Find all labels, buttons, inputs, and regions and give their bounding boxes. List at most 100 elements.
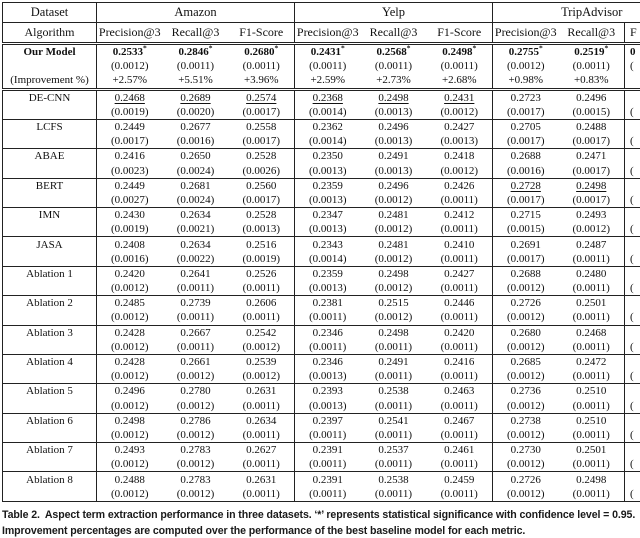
row-label: BERT — [35, 179, 64, 192]
row-label-cell: Ablation 2 — [2, 295, 97, 311]
row-label-cell — [2, 104, 97, 120]
metric-value: 0.2736 — [510, 385, 541, 398]
metric-cell: (0.0012) — [427, 105, 493, 120]
metric-cell: (0.0017) — [559, 193, 625, 208]
metric-cell: 0.2408 — [96, 236, 163, 252]
metric-cell: 0.2501 — [558, 442, 625, 458]
metric-cell: 0.2738 — [492, 412, 559, 428]
metric-cell: 0.2728 — [492, 177, 559, 193]
row-label-cell: Ablation 3 — [2, 324, 97, 340]
metric-value: (0.0012) — [242, 370, 281, 383]
metric-value: (0.0023) — [110, 164, 149, 177]
table-row: Ablation 1 0.2420 0.2641 0.2526 0.2359 0.2498… — [2, 265, 640, 281]
significance-star: * — [604, 43, 609, 53]
metric-cell: (0.0011) — [229, 399, 295, 414]
metric-value: 0.2606 — [246, 297, 277, 310]
metric-value: (0.0011) — [309, 458, 347, 471]
metric-value: 0.2501 — [576, 444, 607, 457]
metric-value: 0.2498 — [378, 326, 409, 339]
metric-value: (0.0017) — [110, 135, 149, 148]
metric-value: 0.2481 — [378, 238, 409, 251]
metric-value: 0.2730 — [510, 444, 541, 457]
significance-star: * — [406, 43, 411, 53]
dataset-header-yelp: Yelp — [294, 2, 493, 23]
metric-cell — [623, 265, 640, 281]
metric-value: 0.2681 — [180, 179, 211, 192]
metric-value: (0.0012) — [110, 60, 149, 73]
metric-cell: (0.0011) — [163, 340, 229, 355]
row-label-cell — [2, 339, 97, 355]
metric-value: (0.0019) — [242, 252, 281, 265]
metric-cell: 0.2420 — [96, 265, 163, 281]
metric-value: 0.2528 — [246, 150, 277, 163]
significance-star: * — [274, 43, 279, 53]
metric-cell: 0.2391 — [294, 471, 361, 487]
metric-value: 0.2627 — [246, 444, 277, 457]
metric-value: ( — [630, 105, 634, 118]
metric-value: 0.2634 — [180, 209, 211, 222]
metric-value: 0.2391 — [312, 444, 343, 457]
metric-cell: (0.0011) — [559, 428, 625, 443]
metric-cell: 0.2496 — [558, 87, 625, 105]
metric-cell: 0.2496 — [360, 118, 427, 135]
metric-cell: 0.2726 — [492, 295, 559, 311]
metric-value: ( — [630, 135, 634, 148]
metric-cell: 0.2650 — [162, 148, 229, 164]
metric-value: (0.0026) — [242, 164, 281, 177]
metric-cell: (0.0020) — [163, 105, 229, 120]
metric-cell: (0.0011) — [229, 428, 295, 443]
table-caption: Table 2. Aspect term extraction performan… — [2, 507, 638, 538]
metric-cell: 0.2459 — [426, 471, 493, 487]
metric-value: (0.0011) — [374, 340, 413, 353]
metric-cell: 0.2350 — [294, 148, 361, 164]
metric-value: 0.2420 — [444, 326, 475, 339]
metric-cell: (0.0012) — [229, 369, 295, 384]
metric-value: (0.0011) — [440, 487, 478, 500]
metric-cell: (0.0014) — [294, 251, 361, 267]
corner-algorithm-label: Algorithm — [2, 22, 97, 45]
metric-cell: ( — [623, 163, 640, 179]
metric-value: ( — [630, 193, 634, 206]
metric-cell: 0.2488 — [558, 118, 625, 135]
metric-cell: 0.2510 — [558, 383, 625, 399]
row-label: Ablation 6 — [26, 414, 73, 427]
metric-cell: (0.0015) — [492, 222, 559, 237]
metric-value: (0.0011) — [374, 458, 413, 471]
metric-value: (0.0011) — [242, 399, 280, 412]
row-label-cell — [2, 369, 97, 384]
metric-cell — [623, 353, 640, 370]
metric-value: (0.0012) — [506, 282, 545, 295]
metric-value: (0.0011) — [176, 311, 215, 324]
row-label-cell — [2, 251, 97, 267]
metric-cell: (0.0013) — [229, 222, 295, 237]
metric-cell: (0.0017) — [492, 134, 559, 149]
metric-cell: (0.0011) — [163, 59, 229, 73]
metric-value: (0.0012) — [506, 370, 545, 383]
metric-cell: (0.0012) — [97, 281, 163, 296]
metric-cell: (0.0012) — [492, 339, 559, 355]
metric-cell: (0.0011) — [294, 339, 361, 355]
metric-header: F1-Score — [228, 22, 295, 45]
metric-value: (0.0011) — [572, 282, 610, 295]
metric-value: 0.2533* — [112, 43, 147, 59]
row-label: IMN — [38, 209, 61, 222]
metric-value: 0.2491 — [378, 150, 409, 163]
metric-value: 0.2560 — [246, 179, 277, 192]
metric-value: 0.2487 — [576, 238, 607, 251]
metric-cell: (0.0011) — [427, 310, 493, 325]
metric-value: 0.2631 — [246, 385, 277, 398]
metric-value: (0.0017) — [506, 135, 545, 148]
metric-value: (0.0012) — [176, 428, 215, 441]
metric-cell — [623, 295, 640, 311]
metric-value: (0.0013) — [308, 370, 347, 383]
metric-cell: 0.2574 — [228, 87, 295, 105]
row-label: Ablation 1 — [26, 267, 73, 280]
metric-cell: (0.0012) — [361, 222, 427, 237]
metric-value: 0.2705 — [510, 121, 541, 134]
metric-cell — [623, 148, 640, 164]
row-label-cell: Ablation 8 — [2, 471, 97, 487]
metric-header: F — [623, 22, 640, 45]
metric-value: 0.2677 — [180, 121, 211, 134]
metric-value: (0.0013) — [308, 223, 347, 236]
metric-value: 0.2510 — [576, 414, 607, 427]
